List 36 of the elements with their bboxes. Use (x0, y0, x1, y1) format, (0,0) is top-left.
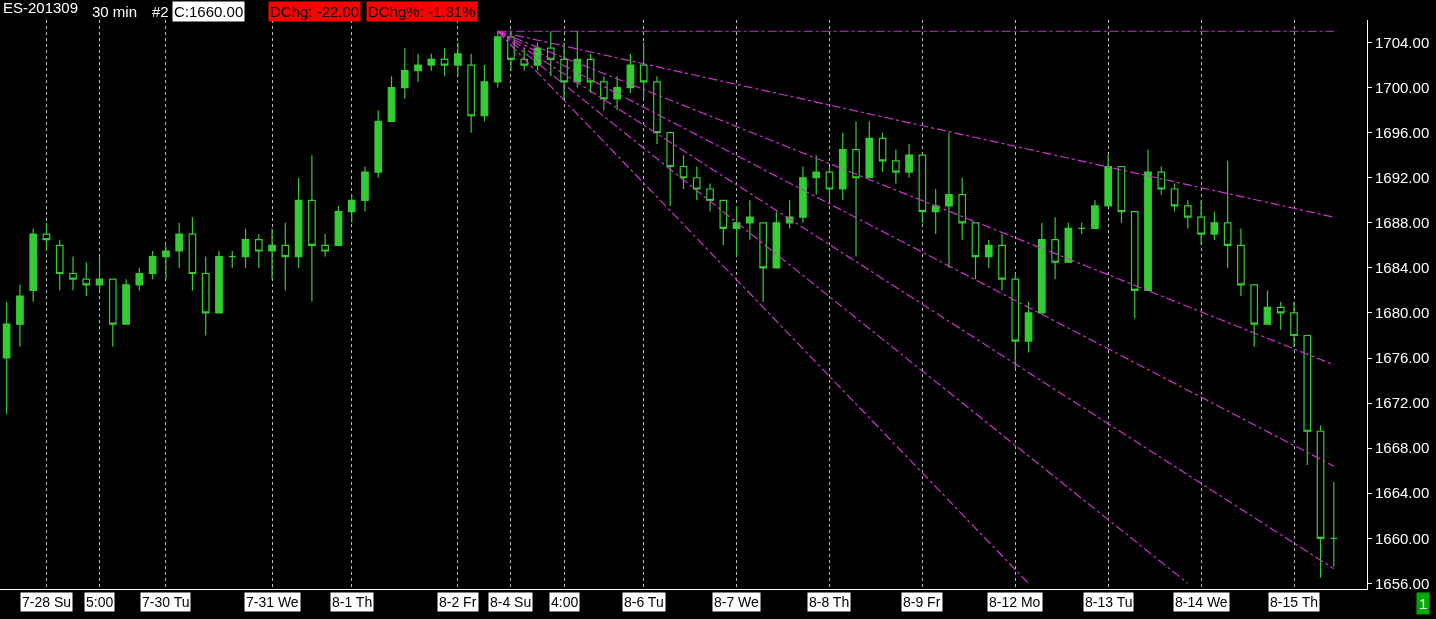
x-tick-label: 8-6 Tu (624, 594, 664, 610)
y-tick-label: 1692.00 (1375, 168, 1430, 186)
text: 1 (1419, 595, 1428, 612)
y-tick-label: 1680.00 (1375, 304, 1430, 322)
x-tick-label: 8-1 Th (332, 594, 373, 610)
x-tick-label: 5:00 (86, 594, 114, 610)
x-tick-label: 8-7 We (714, 594, 760, 610)
x-tick-label: 8-4 Su (490, 594, 532, 610)
annotation: #2 (152, 3, 169, 20)
x-tick-label: 8-13 Tu (1085, 594, 1133, 610)
y-tick-label: 1676.00 (1375, 349, 1430, 367)
x-tick-label: 8-8 Th (809, 594, 850, 610)
y-tick-label: 1660.00 (1375, 529, 1430, 547)
x-tick-label: 8-12 Mo (989, 594, 1041, 610)
x-tick-label: 8-9 Fr (903, 594, 941, 610)
y-tick-label: 1668.00 (1375, 439, 1430, 457)
chart-title: ES-201309 (3, 0, 79, 16)
y-tick-label: 1672.00 (1375, 394, 1430, 412)
x-tick-label: 7-31 We (246, 594, 299, 610)
annotation: DChg: -22.00 (270, 3, 360, 20)
annotation: C:1660.00 (174, 3, 244, 20)
y-tick-label: 1684.00 (1375, 259, 1430, 277)
y-tick-label: 1656.00 (1375, 574, 1430, 592)
x-tick-label: 8-2 Fr (439, 594, 477, 610)
x-tick-label: 7-28 Su (22, 594, 72, 610)
x-tick-label: 7-30 Tu (142, 594, 190, 610)
annotation: 30 min (92, 3, 138, 20)
y-tick-label: 1688.00 (1375, 214, 1430, 232)
x-tick-label: 8-15 Th (1270, 594, 1318, 610)
y-tick-label: 1664.00 (1375, 484, 1430, 502)
x-tick-label: 8-14 We (1175, 594, 1228, 610)
x-tick-label: 4:00 (551, 594, 579, 610)
y-tick-label: 1704.00 (1375, 33, 1430, 51)
y-tick-label: 1700.00 (1375, 78, 1430, 96)
y-tick-label: 1696.00 (1375, 123, 1430, 141)
annotation: DChg%: -1.31% (368, 3, 476, 20)
